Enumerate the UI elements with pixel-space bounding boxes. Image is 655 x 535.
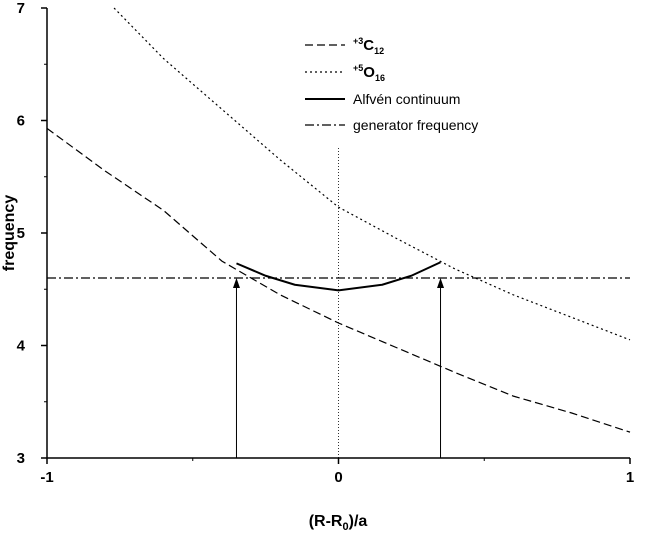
x-tick-label: -1 [40,469,53,486]
series-line [236,261,441,292]
legend-superscript: +5 [353,63,363,73]
legend-name: O [363,64,375,81]
legend-subscript: 16 [375,73,385,83]
x-label-part: (R-R [309,513,343,530]
y-tick-label: 6 [17,113,25,130]
x-label-part: )/a [349,513,368,530]
legend-label: Alfvén continuum [353,91,460,107]
legend-label: generator frequency [353,117,478,133]
legend-name: generator frequency [353,117,478,133]
y-tick-label: 5 [17,225,25,242]
y-tick-label: 3 [17,450,25,467]
y-axis-label: frequency [1,195,18,272]
arrow-head [437,278,445,288]
y-tick-label: 7 [17,0,25,17]
legend-label: +3C12 [353,36,384,56]
legend-label: +5O16 [353,63,385,83]
legend-superscript: +3 [353,36,363,46]
x-tick-label: 0 [334,469,342,486]
y-tick-label: 4 [17,338,26,355]
x-label-sub: 0 [342,521,348,533]
legend-subscript: 12 [374,46,384,56]
x-tick-label: 1 [626,469,634,486]
legend-name: Alfvén continuum [353,91,460,107]
x-axis-label: (R-R0)/a [309,513,368,533]
arrow-head [232,278,240,288]
series-line [113,7,631,341]
series-line [46,127,631,433]
legend-name: C [363,37,374,54]
